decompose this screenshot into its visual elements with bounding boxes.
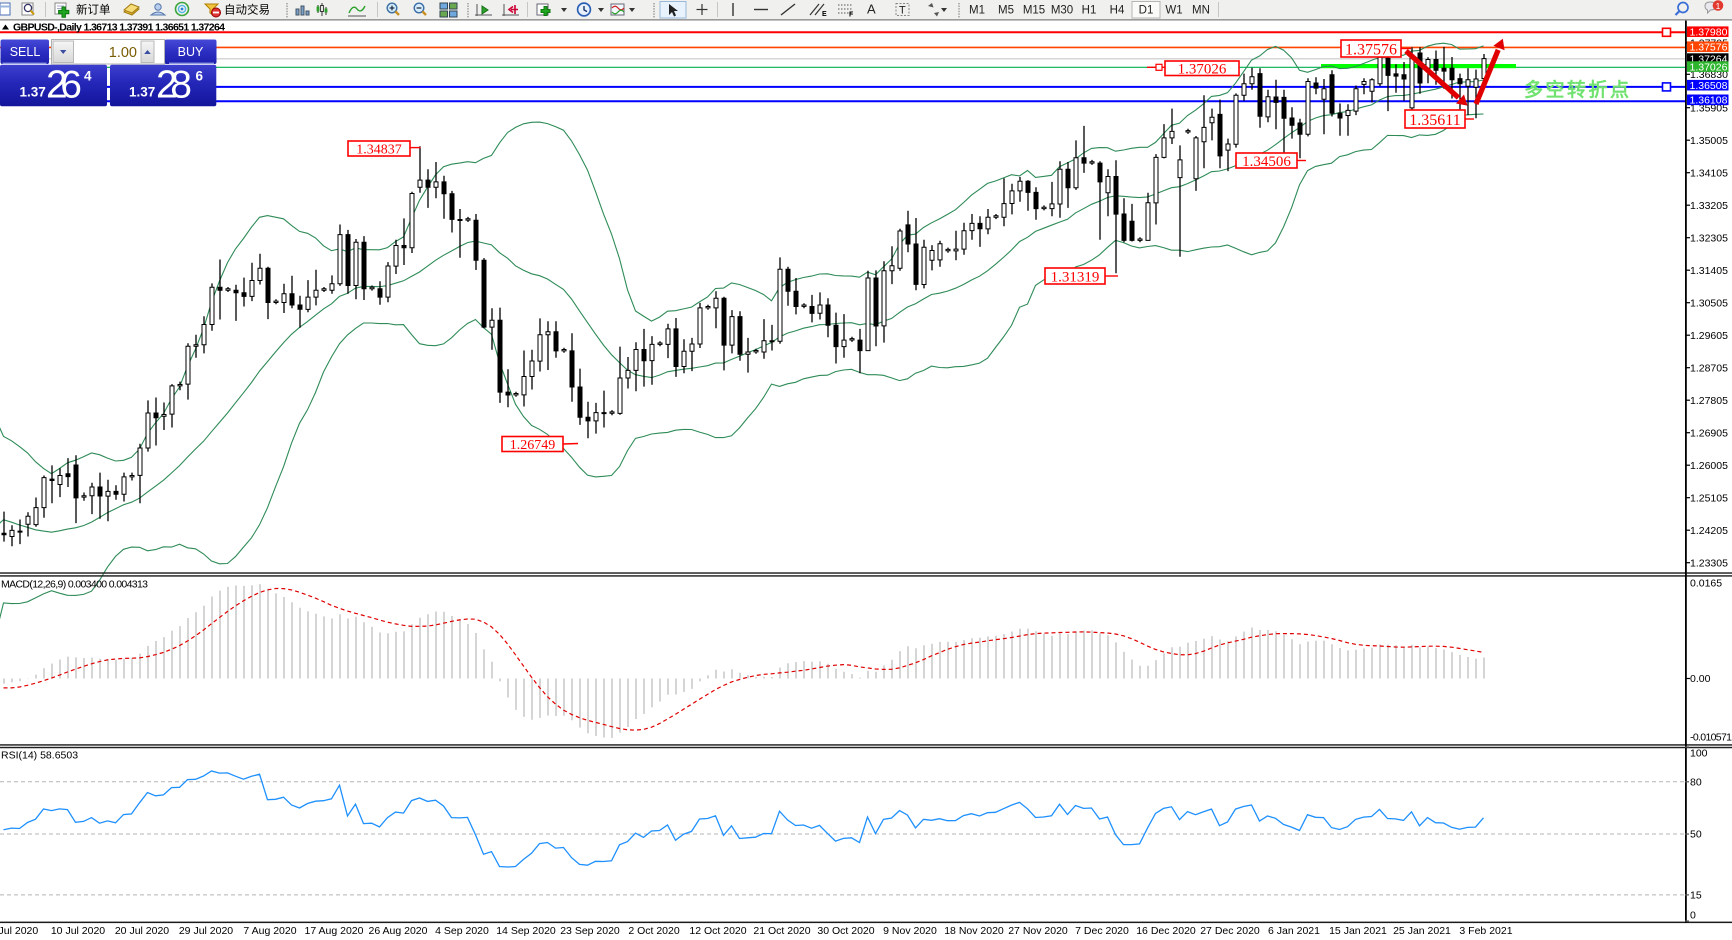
- svg-text:-0.010571: -0.010571: [1690, 732, 1732, 744]
- svg-text:12 Oct 2020: 12 Oct 2020: [689, 925, 746, 937]
- svg-text:GBPUSD-,Daily 1.36713 1.37391: GBPUSD-,Daily 1.36713 1.37391 1.36651 1.…: [13, 22, 225, 34]
- svg-text:1.27805: 1.27805: [1690, 395, 1728, 407]
- svg-text:21 Oct 2020: 21 Oct 2020: [753, 925, 810, 937]
- svg-text:SELL: SELL: [10, 45, 41, 59]
- svg-text:1.29605: 1.29605: [1690, 330, 1728, 342]
- svg-text:1.35005: 1.35005: [1690, 135, 1728, 147]
- svg-text:RSI(14) 58.6503: RSI(14) 58.6503: [1, 750, 78, 762]
- svg-text:1.37576: 1.37576: [1345, 41, 1397, 58]
- svg-text:1.32305: 1.32305: [1690, 232, 1728, 244]
- svg-text:M15: M15: [1023, 5, 1045, 17]
- svg-text:1 Jul 2020: 1 Jul 2020: [0, 925, 38, 937]
- svg-text:20 Jul 2020: 20 Jul 2020: [115, 925, 169, 937]
- svg-text:1: 1: [1716, 1, 1721, 11]
- svg-text:T: T: [899, 5, 906, 17]
- svg-text:M5: M5: [998, 5, 1014, 17]
- svg-text:M30: M30: [1051, 5, 1073, 17]
- svg-text:1.24205: 1.24205: [1690, 525, 1728, 537]
- svg-text:1.26749: 1.26749: [510, 438, 556, 453]
- svg-text:1.34506: 1.34506: [1242, 154, 1291, 170]
- svg-text:H1: H1: [1082, 5, 1097, 17]
- svg-text:1.30505: 1.30505: [1690, 297, 1728, 309]
- svg-text:1.37: 1.37: [129, 85, 155, 100]
- svg-text:1.31405: 1.31405: [1690, 265, 1728, 277]
- svg-text:26 Aug 2020: 26 Aug 2020: [369, 925, 428, 937]
- svg-text:1.31319: 1.31319: [1051, 269, 1100, 285]
- svg-text:6 Jan 2021: 6 Jan 2021: [1268, 925, 1320, 937]
- svg-text:7 Aug 2020: 7 Aug 2020: [243, 925, 296, 937]
- svg-text:1.00: 1.00: [109, 45, 137, 61]
- svg-text:0.0165: 0.0165: [1690, 578, 1722, 590]
- svg-text:1.23305: 1.23305: [1690, 557, 1728, 569]
- svg-text:14 Sep 2020: 14 Sep 2020: [496, 925, 556, 937]
- svg-text:100: 100: [1690, 748, 1708, 760]
- svg-text:1.35611: 1.35611: [1409, 112, 1460, 129]
- svg-text:1.34837: 1.34837: [356, 143, 402, 158]
- svg-text:25 Jan 2021: 25 Jan 2021: [1393, 925, 1451, 937]
- svg-text:BUY: BUY: [178, 45, 204, 59]
- svg-text:4 Sep 2020: 4 Sep 2020: [435, 925, 489, 937]
- svg-text:1.36508: 1.36508: [1690, 80, 1728, 92]
- svg-text:1.26005: 1.26005: [1690, 460, 1728, 472]
- svg-text:E: E: [822, 11, 827, 18]
- svg-text:1.37980: 1.37980: [1690, 27, 1728, 39]
- svg-text:1.34105: 1.34105: [1690, 167, 1728, 179]
- svg-text:1.37576: 1.37576: [1690, 42, 1728, 54]
- svg-text:D1: D1: [1139, 5, 1154, 17]
- svg-text:0: 0: [1690, 910, 1696, 922]
- svg-text:2 Oct 2020: 2 Oct 2020: [628, 925, 680, 937]
- svg-text:15 Jan 2021: 15 Jan 2021: [1329, 925, 1387, 937]
- svg-text:7 Dec 2020: 7 Dec 2020: [1075, 925, 1129, 937]
- svg-text:27 Nov 2020: 27 Nov 2020: [1008, 925, 1068, 937]
- svg-text:1.28705: 1.28705: [1690, 362, 1728, 374]
- svg-text:0.00: 0.00: [1690, 673, 1711, 685]
- svg-text:H4: H4: [1110, 5, 1125, 17]
- svg-text:15: 15: [1690, 890, 1702, 902]
- svg-text:80: 80: [1690, 777, 1702, 789]
- svg-text:28: 28: [156, 64, 192, 107]
- svg-text:MACD(12,26,9) 0.003400 0.00431: MACD(12,26,9) 0.003400 0.004313: [1, 579, 148, 591]
- svg-text:1.36830: 1.36830: [1690, 69, 1728, 81]
- svg-text:F: F: [849, 12, 854, 19]
- svg-text:3 Feb 2021: 3 Feb 2021: [1459, 925, 1512, 937]
- svg-text:18 Nov 2020: 18 Nov 2020: [944, 925, 1004, 937]
- svg-text:9 Nov 2020: 9 Nov 2020: [883, 925, 937, 937]
- svg-text:新订单: 新订单: [76, 3, 111, 17]
- svg-text:1.36108: 1.36108: [1690, 95, 1728, 107]
- svg-text:多空转折点: 多空转折点: [1524, 78, 1632, 101]
- svg-text:A: A: [867, 2, 876, 17]
- svg-text:W1: W1: [1165, 5, 1182, 17]
- svg-text:1.37: 1.37: [20, 85, 46, 100]
- svg-text:自动交易: 自动交易: [224, 3, 270, 17]
- svg-text:50: 50: [1690, 829, 1702, 841]
- svg-text:27 Dec 2020: 27 Dec 2020: [1200, 925, 1260, 937]
- svg-text:23 Sep 2020: 23 Sep 2020: [560, 925, 620, 937]
- svg-text:6: 6: [196, 69, 204, 84]
- svg-text:1.35905: 1.35905: [1690, 102, 1728, 114]
- svg-text:16 Dec 2020: 16 Dec 2020: [1136, 925, 1196, 937]
- svg-text:1.25105: 1.25105: [1690, 492, 1728, 504]
- svg-text:26: 26: [46, 64, 82, 107]
- svg-text:30 Oct 2020: 30 Oct 2020: [817, 925, 874, 937]
- svg-text:1.37026: 1.37026: [1178, 62, 1227, 78]
- svg-text:10 Jul 2020: 10 Jul 2020: [51, 925, 105, 937]
- svg-text:1.33205: 1.33205: [1690, 200, 1728, 212]
- svg-text:17 Aug 2020: 17 Aug 2020: [305, 925, 364, 937]
- svg-text:MN: MN: [1192, 5, 1210, 17]
- svg-text:29 Jul 2020: 29 Jul 2020: [179, 925, 233, 937]
- svg-text:4: 4: [84, 69, 92, 84]
- svg-text:1.37026: 1.37026: [1690, 62, 1728, 74]
- svg-text:M1: M1: [969, 5, 985, 17]
- svg-text:1.26905: 1.26905: [1690, 427, 1728, 439]
